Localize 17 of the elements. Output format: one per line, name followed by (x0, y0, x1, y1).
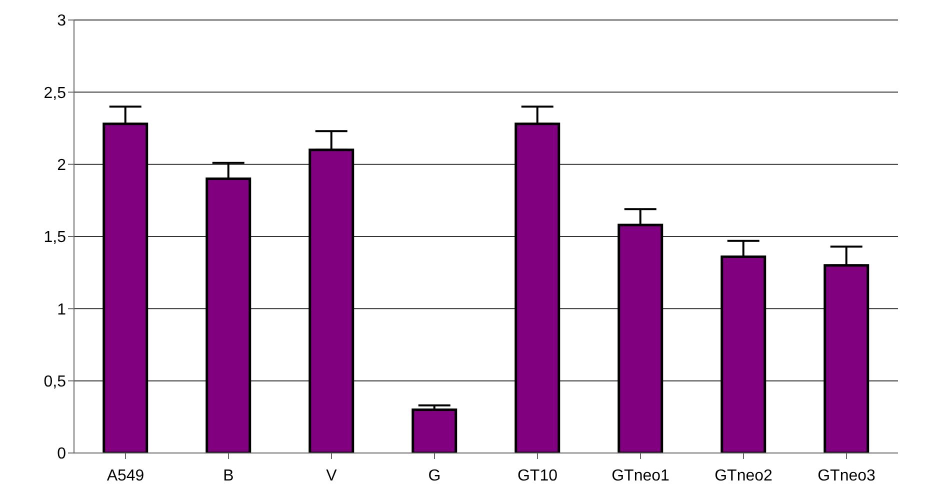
y-tick-label: 2 (57, 157, 66, 174)
x-tick-label: G (428, 467, 441, 484)
bar (720, 255, 766, 453)
y-tick-label: 2,5 (44, 84, 66, 102)
y-tick-label: 3 (57, 12, 66, 30)
x-tick-label: GTneo3 (818, 467, 876, 484)
x-tick-label: V (326, 467, 338, 484)
x-tick-label: GTneo1 (612, 467, 670, 484)
x-tick-label: GT10 (517, 467, 558, 484)
x-tick-label: A549 (106, 467, 144, 484)
bar (412, 408, 458, 453)
x-tick-label: GTneo2 (714, 467, 773, 484)
y-tick-label: 1 (57, 301, 66, 318)
y-tick-label: 0,5 (44, 374, 66, 391)
x-tick-label: B (223, 467, 234, 484)
y-tick-label: 1,5 (44, 229, 66, 246)
y-tick-label: 0 (57, 446, 66, 463)
